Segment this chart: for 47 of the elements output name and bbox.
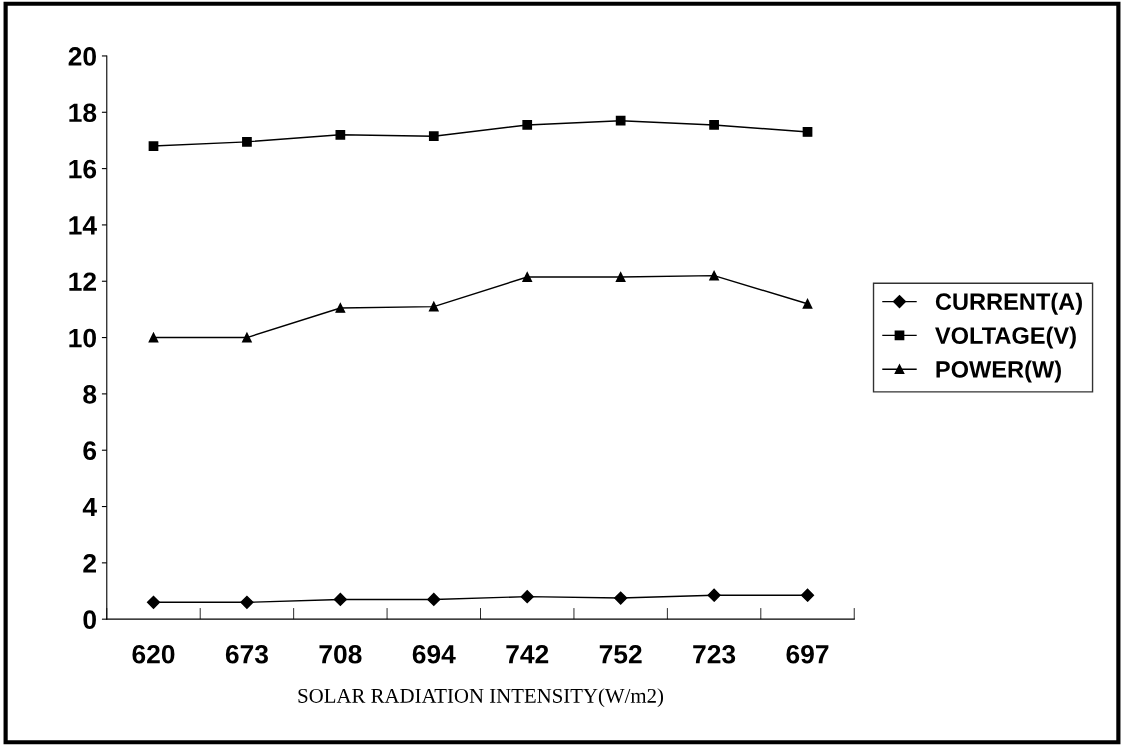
point [333, 592, 347, 607]
point [242, 332, 252, 343]
x-tick-label: 697 [786, 644, 829, 664]
y-tick-label: 14 [69, 216, 97, 235]
x-tick-label: 742 [506, 644, 549, 664]
x-tick-label: 723 [693, 644, 736, 664]
point [240, 595, 254, 609]
x-tick-label: 620 [132, 644, 175, 664]
y-tick-label: 20 [68, 47, 96, 66]
point [522, 120, 533, 130]
point [614, 591, 628, 605]
y-tick-label: 10 [69, 328, 96, 348]
point [242, 136, 252, 147]
y-tick-label: 2 [83, 553, 96, 573]
point [148, 141, 159, 151]
legend-label: POWER(W) [936, 360, 1061, 383]
y-tick-label: 16 [69, 159, 97, 179]
point [146, 595, 161, 609]
point [427, 592, 441, 607]
point [615, 272, 626, 282]
point [615, 115, 626, 126]
y-tick-label: 0 [83, 610, 96, 629]
y-tick-label: 18 [69, 103, 97, 123]
x-tick-label: 673 [225, 644, 268, 664]
point [707, 588, 721, 602]
point [800, 588, 815, 602]
y-tick-label: 8 [83, 385, 97, 404]
point [709, 120, 719, 130]
point [335, 303, 346, 313]
point [148, 332, 159, 343]
point [335, 129, 346, 140]
legend-label: VOLTAGE(V) [935, 326, 1076, 349]
y-tick-label: 4 [82, 497, 97, 517]
x-tick-label: 708 [319, 644, 362, 664]
legend-label: CURRENT(A) [935, 292, 1082, 315]
y-tick-label: 6 [83, 441, 97, 461]
y-tick-label: 12 [69, 272, 96, 291]
point [428, 131, 439, 142]
x-axis-title: SOLAR RADIATION INTENSITY(W/m2) [298, 688, 664, 708]
point [428, 301, 439, 312]
point [522, 272, 533, 282]
point [802, 127, 813, 137]
x-tick-label: 752 [599, 644, 642, 664]
point [802, 298, 813, 309]
point [520, 590, 534, 604]
x-tick-label: 694 [412, 644, 456, 664]
point [709, 270, 719, 281]
